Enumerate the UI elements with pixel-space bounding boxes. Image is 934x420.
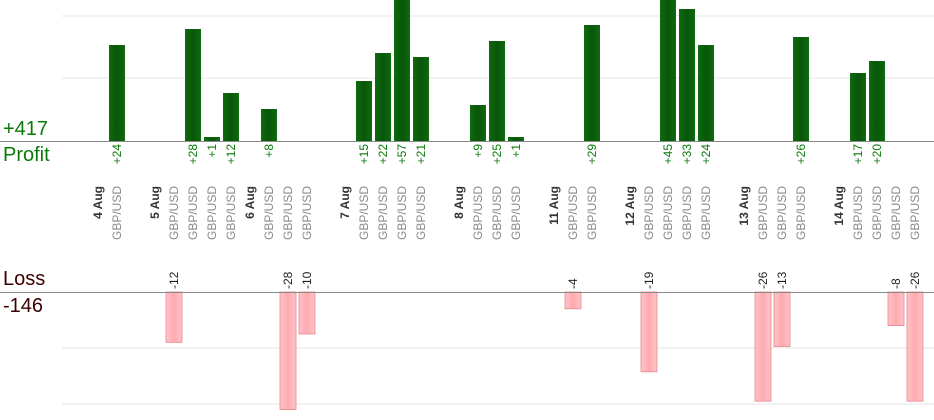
- pair-label: GBP/USD: [490, 186, 504, 240]
- loss-value-label: -8: [889, 278, 903, 289]
- pair-label: GBP/USD: [775, 186, 789, 240]
- profit-value-label: +29: [585, 144, 599, 165]
- loss-bar: [279, 291, 297, 410]
- loss-bar: [754, 291, 772, 402]
- profit-bar: [679, 9, 695, 141]
- pair-label: GBP/USD: [851, 186, 865, 240]
- pair-label: GBP/USD: [642, 186, 656, 240]
- pair-label: GBP/USD: [167, 186, 181, 240]
- profit-bar: [375, 53, 391, 141]
- pair-label: GBP/USD: [262, 186, 276, 240]
- pair-label: GBP/USD: [585, 186, 599, 240]
- profit-bar: [584, 25, 600, 141]
- profit-value-label: +17: [851, 144, 865, 165]
- loss-value-label: -28: [281, 271, 295, 289]
- pair-label: GBP/USD: [566, 186, 580, 240]
- profit-value-label: +1: [205, 144, 219, 158]
- loss-bar: [165, 291, 183, 343]
- pair-label: GBP/USD: [756, 186, 770, 240]
- pair-label: GBP/USD: [509, 186, 523, 240]
- profit-value-label: +20: [870, 144, 884, 165]
- loss-bar: [564, 291, 582, 310]
- loss-total: -146: [3, 295, 44, 317]
- profit-bar: [204, 137, 220, 141]
- date-label: 4 Aug: [91, 186, 105, 219]
- profit-bar: [660, 0, 676, 141]
- loss-value-label: -4: [566, 278, 580, 289]
- pair-label: GBP/USD: [794, 186, 808, 240]
- date-label: 8 Aug: [452, 186, 466, 219]
- profit-bar: [394, 0, 410, 141]
- profit-bar: [223, 93, 239, 141]
- profit-bar: [261, 109, 277, 141]
- loss-bar: [887, 291, 905, 326]
- profit-value-label: +1: [509, 144, 523, 158]
- pair-label: GBP/USD: [110, 186, 124, 240]
- pair-label: GBP/USD: [908, 186, 922, 240]
- date-label: 13 Aug: [737, 186, 751, 226]
- profit-value-label: +26: [794, 144, 808, 165]
- pair-label: GBP/USD: [186, 186, 200, 240]
- pair-label: GBP/USD: [661, 186, 675, 240]
- profit-value-label: +9: [471, 144, 485, 158]
- profit-value-label: +22: [376, 144, 390, 165]
- date-label: 14 Aug: [832, 186, 846, 226]
- date-label: 5 Aug: [148, 186, 162, 219]
- date-label: 12 Aug: [623, 186, 637, 226]
- pair-label: GBP/USD: [889, 186, 903, 240]
- profit-value-label: +33: [680, 144, 694, 165]
- pair-label: GBP/USD: [357, 186, 371, 240]
- profit-value-label: +57: [395, 144, 409, 165]
- loss-bar: [640, 291, 658, 373]
- pair-label: GBP/USD: [376, 186, 390, 240]
- pair-label: GBP/USD: [471, 186, 485, 240]
- loss-value-label: -26: [756, 271, 770, 289]
- pair-label: GBP/USD: [300, 186, 314, 240]
- profit-bar: [109, 45, 125, 141]
- loss-value-label: -10: [300, 271, 314, 289]
- pair-label: GBP/USD: [395, 186, 409, 240]
- loss-label: Loss: [3, 268, 46, 290]
- profit-value-label: +21: [414, 144, 428, 165]
- profit-bar: [185, 29, 201, 141]
- date-label: 7 Aug: [338, 186, 352, 219]
- profit-value-label: +24: [110, 144, 124, 165]
- loss-value-label: -12: [167, 271, 181, 289]
- profit-value-label: +8: [262, 144, 276, 158]
- pair-label: GBP/USD: [870, 186, 884, 240]
- profit-value-label: +15: [357, 144, 371, 165]
- pair-label: GBP/USD: [680, 186, 694, 240]
- profit-bar: [508, 137, 524, 141]
- pair-label: GBP/USD: [224, 186, 238, 240]
- profit-value-label: +12: [224, 144, 238, 165]
- pair-label: GBP/USD: [281, 186, 295, 240]
- profit-bar: [489, 41, 505, 141]
- profit-value-label: +45: [661, 144, 675, 165]
- profit-bar: [470, 105, 486, 141]
- profit-bar: [793, 37, 809, 141]
- loss-value-label: -26: [908, 271, 922, 289]
- date-label: 11 Aug: [547, 186, 561, 225]
- loss-value-label: -13: [775, 271, 789, 289]
- loss-bar: [298, 291, 316, 335]
- profit-value-label: +28: [186, 144, 200, 165]
- profit-bar: [698, 45, 714, 141]
- pair-label: GBP/USD: [699, 186, 713, 240]
- profit-total: +417: [3, 118, 49, 140]
- profit-bar: [356, 81, 372, 141]
- pair-label: GBP/USD: [414, 186, 428, 240]
- date-label: 6 Aug: [243, 186, 257, 219]
- profit-value-label: +25: [490, 144, 504, 165]
- pair-label: GBP/USD: [205, 186, 219, 240]
- loss-bar: [773, 291, 791, 347]
- loss-bar: [906, 291, 924, 402]
- loss-value-label: -19: [642, 271, 656, 289]
- profit-label: Profit: [3, 144, 50, 166]
- profit-bar: [869, 61, 885, 141]
- profit-value-label: +24: [699, 144, 713, 165]
- profit-bar: [413, 57, 429, 141]
- profit-bar: [850, 73, 866, 141]
